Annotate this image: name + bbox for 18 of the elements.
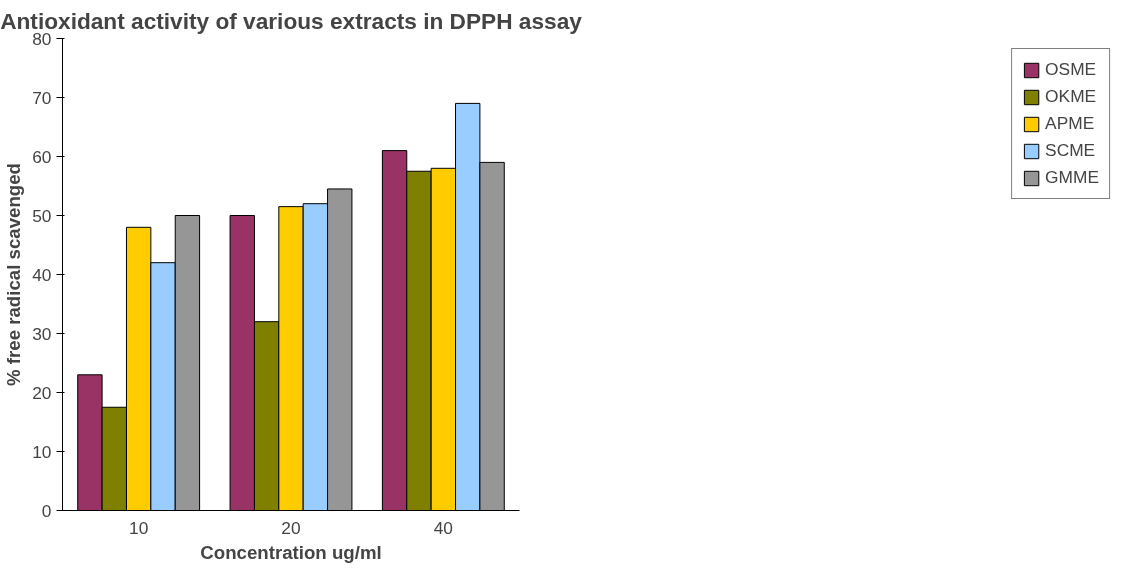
x-tick-label: 20 [281,517,301,538]
x-tick-label: 10 [129,517,149,538]
x-axis-title: Concentration ug/ml [200,541,382,563]
legend-label: OSME [1045,59,1097,80]
legend-label: OKME [1045,86,1097,107]
y-tick-label: 50 [32,205,52,226]
legend-label: APME [1045,113,1095,134]
y-tick-label: 0 [41,500,52,521]
y-tick-label: 30 [32,323,52,344]
y-tick-label: 60 [32,146,52,167]
legend-label: GMME [1045,167,1099,188]
y-tick-label: 40 [32,264,52,285]
x-tick-label: 40 [433,517,453,538]
y-tick-label: 70 [32,87,52,108]
legend-label: SCME [1045,140,1096,161]
y-axis-title: % free radical scavenged [3,163,25,386]
y-tick-label: 10 [32,441,52,462]
y-tick-label: 20 [32,382,52,403]
